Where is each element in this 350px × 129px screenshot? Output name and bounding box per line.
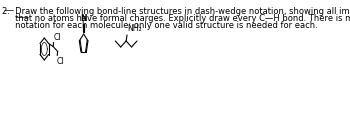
Text: Cl: Cl [57, 58, 64, 67]
Text: that no atoms have formal charges. Explicitly draw every C—H bond. There is more: that no atoms have formal charges. Expli… [2, 14, 350, 23]
Text: N: N [80, 14, 87, 23]
Text: notation for each molecule; only one valid structure is needed for each.: notation for each molecule; only one val… [2, 21, 318, 30]
Text: NH₂: NH₂ [127, 24, 142, 33]
Text: 2.  Draw the following bond-line structures in dash-wedge notation, showing all : 2. Draw the following bond-line structur… [2, 7, 350, 16]
Text: Cl: Cl [54, 33, 61, 42]
